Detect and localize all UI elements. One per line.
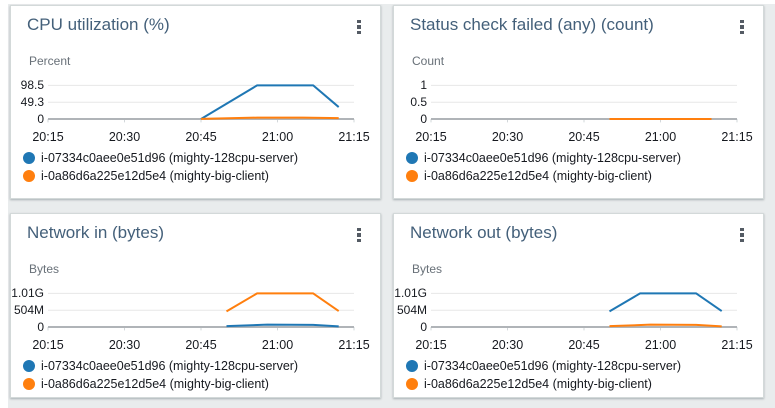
chart-legend: i-07334c0aee0e51d96 (mighty-128cpu-serve… — [23, 149, 298, 185]
x-axis-ticks: 20:15 20:30 20:45 21:00 21:15 — [32, 338, 369, 353]
y-axis-ticks: 1 0.5 0 — [394, 77, 427, 126]
x-tick: 20:15 — [415, 130, 447, 144]
chart-legend: i-07334c0aee0e51d96 (mighty-128cpu-serve… — [23, 357, 298, 393]
legend-label: i-07334c0aee0e51d96 (mighty-128cpu-serve… — [41, 359, 299, 373]
legend-item[interactable]: i-07334c0aee0e51d96 (mighty-128cpu-serve… — [23, 357, 298, 375]
legend-item[interactable]: i-0a86d6a225e12d5e4 (mighty-big-client) — [406, 375, 681, 393]
x-tick: 20:45 — [568, 338, 600, 352]
legend-swatch-icon — [23, 378, 35, 390]
kebab-menu-icon[interactable] — [350, 16, 368, 38]
x-tick: 21:00 — [261, 338, 294, 352]
legend-item[interactable]: i-0a86d6a225e12d5e4 (mighty-big-client) — [23, 167, 298, 185]
x-tick: 20:45 — [185, 338, 217, 352]
y-tick: 1.01G — [11, 286, 44, 300]
kebab-menu-icon[interactable] — [733, 16, 751, 38]
x-axis-ticks: 20:15 20:30 20:45 21:00 21:15 — [32, 130, 369, 145]
y-tick: 0.5 — [410, 95, 427, 109]
chart-plot-area[interactable] — [48, 77, 354, 119]
kebab-menu-icon[interactable] — [350, 224, 368, 246]
widget-network-out: Network out (bytes) Bytes 1.01G 504M 0 2… — [393, 213, 764, 398]
x-tick: 21:00 — [261, 130, 294, 144]
legend-item[interactable]: i-07334c0aee0e51d96 (mighty-128cpu-serve… — [406, 149, 681, 167]
legend-label: i-0a86d6a225e12d5e4 (mighty-big-client) — [424, 377, 652, 391]
y-tick: 504M — [396, 303, 427, 317]
y-tick: 98.5 — [20, 78, 44, 92]
y-tick: 1 — [420, 78, 427, 92]
y-axis-ticks: 1.01G 504M 0 — [394, 285, 427, 334]
x-tick: 21:15 — [338, 130, 370, 144]
legend-label: i-0a86d6a225e12d5e4 (mighty-big-client) — [41, 377, 269, 391]
x-tick: 20:15 — [32, 338, 64, 352]
legend-swatch-icon — [23, 360, 35, 372]
y-axis-unit-label: Bytes — [29, 262, 60, 276]
widget-title: CPU utilization (%) — [27, 15, 170, 34]
y-tick: 0 — [420, 320, 427, 334]
x-tick: 21:15 — [721, 130, 753, 144]
chart-plot-area[interactable] — [431, 77, 737, 119]
x-tick: 20:15 — [415, 338, 447, 352]
chart-legend: i-07334c0aee0e51d96 (mighty-128cpu-serve… — [406, 149, 681, 185]
y-tick: 49.3 — [20, 95, 44, 109]
y-axis-unit-label: Count — [412, 54, 445, 68]
legend-item[interactable]: i-0a86d6a225e12d5e4 (mighty-big-client) — [23, 375, 298, 393]
chart-plot-area[interactable] — [48, 285, 354, 327]
widget-network-in: Network in (bytes) Bytes 1.01G 504M 0 20… — [10, 213, 381, 398]
kebab-menu-icon[interactable] — [733, 224, 751, 246]
legend-label: i-0a86d6a225e12d5e4 (mighty-big-client) — [424, 169, 652, 183]
widget-status-check-failed: Status check failed (any) (count) Count … — [393, 5, 764, 199]
x-tick: 21:15 — [721, 338, 753, 352]
x-axis-ticks: 20:15 20:30 20:45 21:00 21:15 — [415, 338, 752, 353]
x-tick: 20:30 — [108, 130, 141, 144]
y-axis-ticks: 98.5 49.3 0 — [11, 77, 44, 126]
y-tick: 1.01G — [394, 286, 427, 300]
legend-swatch-icon — [406, 170, 418, 182]
chart-legend: i-07334c0aee0e51d96 (mighty-128cpu-serve… — [406, 357, 681, 393]
x-tick: 21:15 — [338, 338, 370, 352]
legend-swatch-icon — [23, 170, 35, 182]
widget-title: Status check failed (any) (count) — [410, 15, 654, 34]
x-tick: 20:45 — [185, 130, 217, 144]
legend-label: i-07334c0aee0e51d96 (mighty-128cpu-serve… — [41, 151, 299, 165]
y-axis-unit-label: Percent — [29, 54, 71, 68]
x-tick: 20:15 — [32, 130, 64, 144]
legend-swatch-icon — [406, 152, 418, 164]
legend-swatch-icon — [23, 152, 35, 164]
widget-title: Network in (bytes) — [27, 223, 164, 242]
x-tick: 20:30 — [491, 338, 524, 352]
widget-cpu-utilization: CPU utilization (%) Percent 98.5 49.3 0 … — [10, 5, 381, 199]
y-axis-unit-label: Bytes — [412, 262, 443, 276]
x-tick: 21:00 — [644, 130, 677, 144]
legend-item[interactable]: i-0a86d6a225e12d5e4 (mighty-big-client) — [406, 167, 681, 185]
legend-swatch-icon — [406, 360, 418, 372]
y-tick: 0 — [37, 320, 44, 334]
chart-plot-area[interactable] — [431, 285, 737, 327]
x-tick: 20:45 — [568, 130, 600, 144]
y-tick: 0 — [37, 112, 44, 126]
x-tick: 21:00 — [644, 338, 677, 352]
y-axis-ticks: 1.01G 504M 0 — [11, 285, 44, 334]
x-axis-ticks: 20:15 20:30 20:45 21:00 21:15 — [415, 130, 752, 145]
legend-item[interactable]: i-07334c0aee0e51d96 (mighty-128cpu-serve… — [23, 149, 298, 167]
legend-swatch-icon — [406, 378, 418, 390]
legend-label: i-07334c0aee0e51d96 (mighty-128cpu-serve… — [424, 359, 682, 373]
widget-title: Network out (bytes) — [410, 223, 558, 242]
x-tick: 20:30 — [491, 130, 524, 144]
legend-label: i-07334c0aee0e51d96 (mighty-128cpu-serve… — [424, 151, 682, 165]
legend-item[interactable]: i-07334c0aee0e51d96 (mighty-128cpu-serve… — [406, 357, 681, 375]
legend-label: i-0a86d6a225e12d5e4 (mighty-big-client) — [41, 169, 269, 183]
y-tick: 0 — [420, 112, 427, 126]
x-tick: 20:30 — [108, 338, 141, 352]
y-tick: 504M — [13, 303, 44, 317]
